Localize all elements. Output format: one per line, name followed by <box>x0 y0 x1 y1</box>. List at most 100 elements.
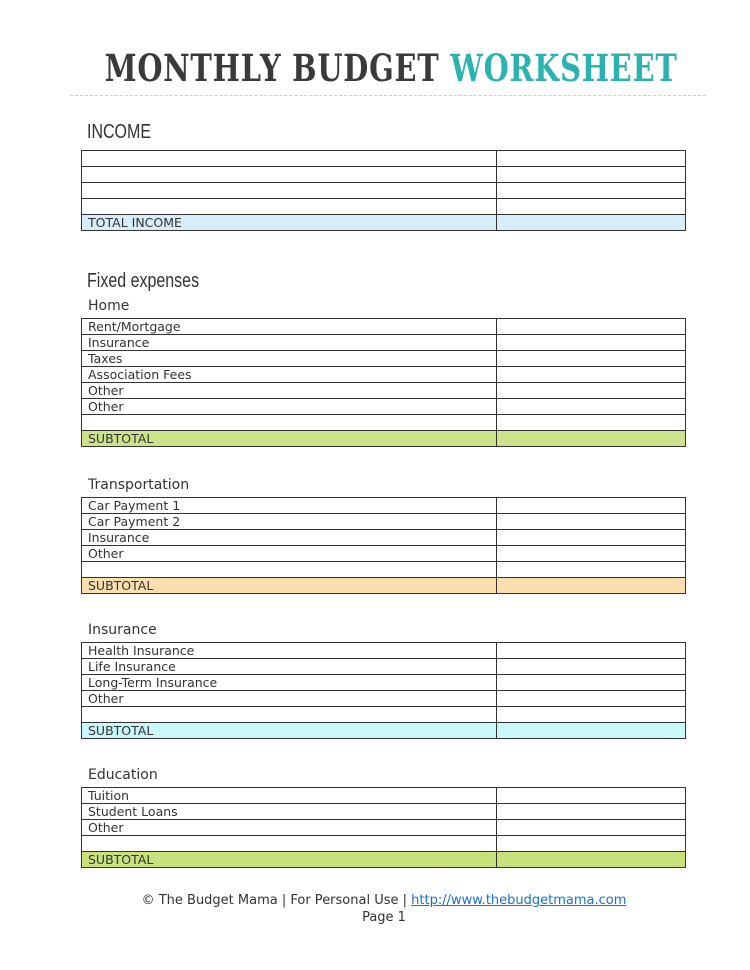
row-label <box>81 198 497 215</box>
row-label: Life Insurance <box>81 658 497 675</box>
amount-cell[interactable] <box>496 214 686 231</box>
amount-cell[interactable] <box>496 198 686 215</box>
amount-cell[interactable] <box>496 674 686 691</box>
table-row: Long-Term Insurance <box>81 674 686 691</box>
row-label <box>81 182 497 199</box>
amount-cell[interactable] <box>496 803 686 820</box>
amount-cell[interactable] <box>496 150 686 167</box>
subtotal-row: SUBTOTAL <box>81 430 686 447</box>
section-heading-insurance: Insurance <box>88 622 157 638</box>
amount-cell[interactable] <box>496 182 686 199</box>
row-label: SUBTOTAL <box>81 577 497 594</box>
row-label: Insurance <box>81 529 497 546</box>
footer-line: © The Budget Mama | For Personal Use | h… <box>0 893 750 908</box>
amount-cell[interactable] <box>496 706 686 723</box>
row-label: Other <box>81 398 497 415</box>
table-row: Other <box>81 398 686 415</box>
table-row: Other <box>81 819 686 836</box>
row-label: Other <box>81 690 497 707</box>
table-row: Student Loans <box>81 803 686 820</box>
row-label: SUBTOTAL <box>81 722 497 739</box>
row-label: Tuition <box>81 787 497 804</box>
amount-cell[interactable] <box>496 398 686 415</box>
row-label: Rent/Mortgage <box>81 318 497 335</box>
amount-cell[interactable] <box>496 166 686 183</box>
table-row <box>81 414 686 431</box>
table-row: Other <box>81 545 686 562</box>
amount-cell[interactable] <box>496 690 686 707</box>
row-label: Other <box>81 545 497 562</box>
transportation-table: Car Payment 1 Car Payment 2 Insurance Other… <box>81 497 686 594</box>
row-label: Other <box>81 819 497 836</box>
row-label <box>81 835 497 852</box>
home-table: Rent/Mortgage Insurance Taxes Association F… <box>81 318 686 447</box>
row-label: Car Payment 1 <box>81 497 497 514</box>
amount-cell[interactable] <box>496 577 686 594</box>
footer-copyright: © The Budget Mama | For Personal Use | <box>141 893 408 908</box>
amount-cell[interactable] <box>496 414 686 431</box>
title-part1: MONTHLY BUDGET <box>105 46 440 90</box>
fixed-expenses-heading: Fixed expenses <box>87 270 200 292</box>
table-row: Car Payment 2 <box>81 513 686 530</box>
row-label <box>81 414 497 431</box>
row-label: TOTAL INCOME <box>81 214 497 231</box>
row-label: SUBTOTAL <box>81 430 497 447</box>
amount-cell[interactable] <box>496 658 686 675</box>
insurance-table: Health Insurance Life Insurance Long-Term … <box>81 642 686 739</box>
row-label <box>81 561 497 578</box>
amount-cell[interactable] <box>496 642 686 659</box>
amount-cell[interactable] <box>496 787 686 804</box>
section-heading-home: Home <box>88 298 130 314</box>
amount-cell[interactable] <box>496 430 686 447</box>
row-label: Student Loans <box>81 803 497 820</box>
table-row <box>81 835 686 852</box>
table-row: Rent/Mortgage <box>81 318 686 335</box>
amount-cell[interactable] <box>496 334 686 351</box>
table-row <box>81 150 686 167</box>
amount-cell[interactable] <box>496 350 686 367</box>
table-row: Health Insurance <box>81 642 686 659</box>
section-heading-transportation: Transportation <box>88 477 190 493</box>
amount-cell[interactable] <box>496 366 686 383</box>
table-row: Taxes <box>81 350 686 367</box>
subtotal-row: SUBTOTAL <box>81 577 686 594</box>
row-label: Other <box>81 382 497 399</box>
row-label <box>81 706 497 723</box>
income-table: TOTAL INCOME <box>81 150 686 231</box>
subtotal-row: SUBTOTAL <box>81 851 686 868</box>
page-title: MONTHLY BUDGET WORKSHEET <box>105 46 678 90</box>
row-label <box>81 150 497 167</box>
amount-cell[interactable] <box>496 545 686 562</box>
table-row <box>81 166 686 183</box>
table-row: Insurance <box>81 334 686 351</box>
row-label: Taxes <box>81 350 497 367</box>
amount-cell[interactable] <box>496 497 686 514</box>
title-part2: WORKSHEET <box>450 46 678 90</box>
amount-cell[interactable] <box>496 819 686 836</box>
table-row: Association Fees <box>81 366 686 383</box>
table-row <box>81 182 686 199</box>
footer-link[interactable]: http://www.thebudgetmama.com <box>411 893 627 908</box>
amount-cell[interactable] <box>496 513 686 530</box>
row-label: Insurance <box>81 334 497 351</box>
amount-cell[interactable] <box>496 835 686 852</box>
row-label: Health Insurance <box>81 642 497 659</box>
table-row <box>81 198 686 215</box>
subtotal-row: TOTAL INCOME <box>81 214 686 231</box>
page-number: Page 1 <box>362 910 406 925</box>
table-row <box>81 706 686 723</box>
amount-cell[interactable] <box>496 722 686 739</box>
amount-cell[interactable] <box>496 561 686 578</box>
row-label: Long-Term Insurance <box>81 674 497 691</box>
table-row: Tuition <box>81 787 686 804</box>
table-row: Life Insurance <box>81 658 686 675</box>
table-row <box>81 561 686 578</box>
amount-cell[interactable] <box>496 529 686 546</box>
amount-cell[interactable] <box>496 382 686 399</box>
amount-cell[interactable] <box>496 318 686 335</box>
amount-cell[interactable] <box>496 851 686 868</box>
title-divider <box>70 95 706 96</box>
row-label: SUBTOTAL <box>81 851 497 868</box>
row-label <box>81 166 497 183</box>
